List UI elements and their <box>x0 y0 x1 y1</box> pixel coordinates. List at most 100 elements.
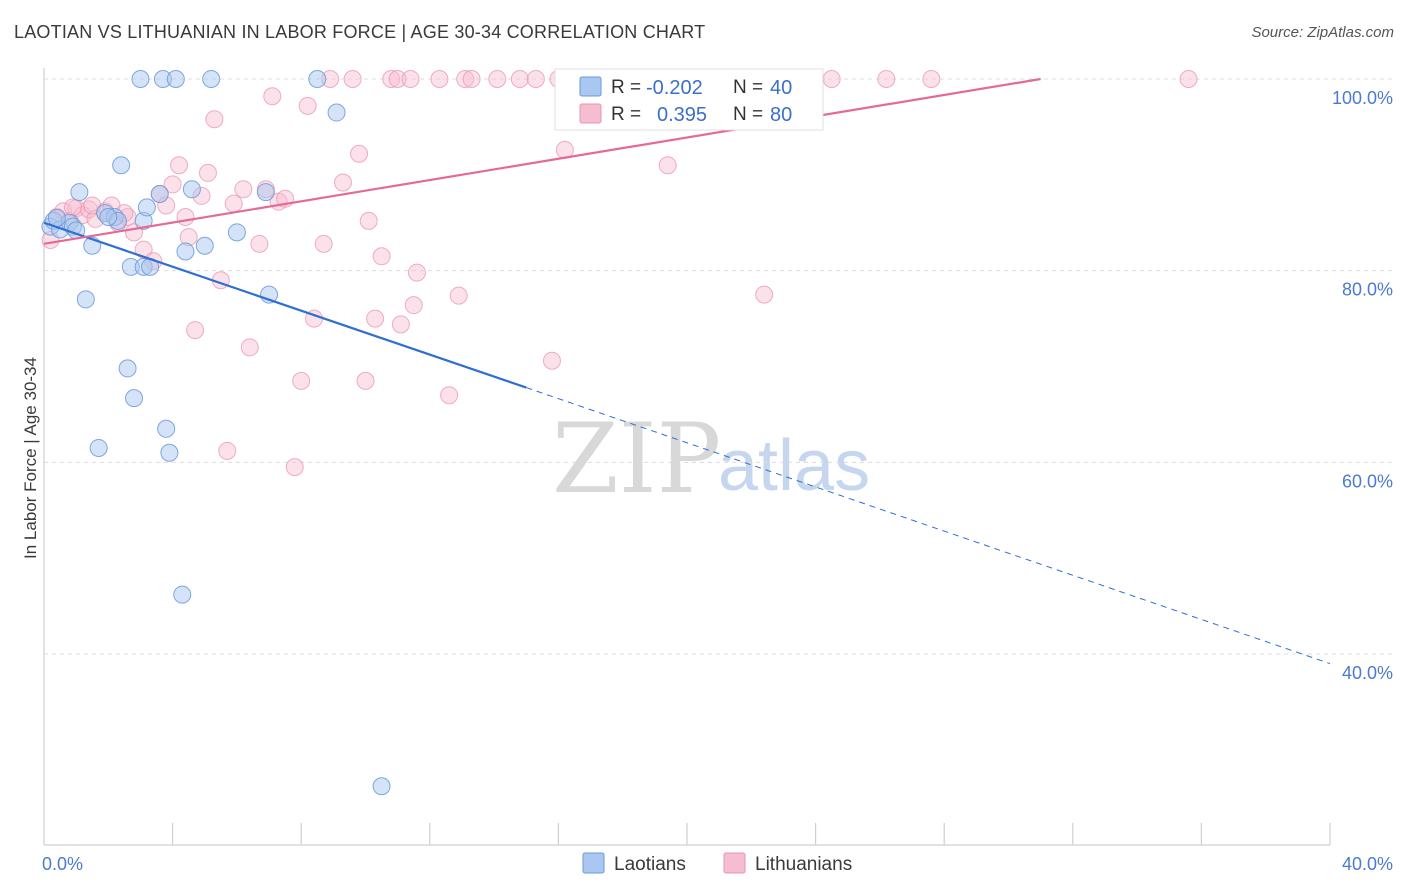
lithuanian-point <box>372 247 391 266</box>
lithuanian-point <box>263 87 282 106</box>
lithuanian-point <box>449 286 468 305</box>
laotian-point <box>327 103 346 122</box>
lithuanian-point <box>440 386 459 405</box>
laotian-point <box>160 443 179 462</box>
lithuanian-point <box>430 70 449 88</box>
lithuanian-point <box>163 175 182 194</box>
trend-lines <box>43 77 1331 665</box>
lithuanian-point <box>63 198 82 217</box>
x-tick-label-1: 40.0% <box>1342 854 1393 874</box>
lithuanian-point <box>922 70 941 88</box>
lithuanian-point <box>542 351 561 370</box>
y-axis-title: In Labor Force | Age 30-34 <box>21 357 40 559</box>
laotian-point <box>227 223 246 242</box>
lithuanian-point <box>401 70 420 88</box>
lithuanian-point <box>462 70 481 88</box>
lithuanian-swatch <box>579 103 602 124</box>
lithuanian-point <box>510 70 529 88</box>
y-tick-label-3: 40.0% <box>1342 663 1393 683</box>
lithuanian-point <box>250 234 269 253</box>
laotian-point <box>176 242 195 261</box>
laotian-point <box>118 359 137 378</box>
lithuanian-point <box>186 321 205 340</box>
laotian-point <box>166 70 185 88</box>
lithuanian-n-label: N = <box>733 104 763 125</box>
y-tick-label-1: 80.0% <box>1342 280 1393 300</box>
lithuanian-point <box>526 70 545 88</box>
lithuanian-point <box>822 70 841 88</box>
lithuanian-point <box>218 441 237 460</box>
chart-title: LAOTIAN VS LITHUANIAN IN LABOR FORCE | A… <box>14 22 706 42</box>
legend-laotians-swatch <box>582 852 605 874</box>
lithuanian-point <box>333 173 352 192</box>
x-tick-label-0: 0.0% <box>42 854 83 874</box>
lithuanian-point <box>224 194 243 213</box>
lithuanian-point <box>285 458 304 477</box>
y-tick-label-2: 60.0% <box>1342 471 1393 491</box>
laotian-n-value: 40 <box>770 77 792 99</box>
lithuanian-r-value: 0.395 <box>657 104 707 126</box>
laotian-point <box>202 70 221 88</box>
lithuanian-point <box>314 234 333 253</box>
lithuanian-point <box>234 180 253 199</box>
gridlines <box>44 78 1392 655</box>
laotian-point <box>137 198 156 217</box>
laotian-point <box>308 70 327 88</box>
lithuanian-point <box>755 285 774 304</box>
lithuanian-point <box>350 144 369 163</box>
axes: 100.0% 80.0% 60.0% 40.0% 0.0% 40.0% <box>42 68 1393 874</box>
lithuanian-point <box>391 315 410 334</box>
lithuanian-point <box>176 208 195 226</box>
source-label: Source: ZipAtlas.com <box>1251 24 1394 41</box>
lithuanian-point <box>292 371 311 390</box>
lithuanian-point <box>366 309 385 328</box>
laotian-point <box>372 777 391 796</box>
laotian-point <box>89 438 108 457</box>
laotian-point <box>47 208 66 227</box>
lithuanian-point <box>382 70 401 88</box>
laotian-point <box>173 585 192 604</box>
watermark-zip: ZIP <box>552 403 721 515</box>
laotian-r-value: -0.202 <box>646 77 703 99</box>
laotian-point <box>131 70 150 88</box>
laotian-trend-extension <box>526 387 1331 665</box>
lithuanian-point <box>456 70 475 88</box>
legend-lithuanians-label: Lithuanians <box>755 854 852 875</box>
lithuanian-point <box>1179 70 1198 88</box>
stats-legend: R = -0.202 N = 40 R = 0.395 N = 80 <box>554 68 824 131</box>
legend-laotians-label: Laotians <box>614 854 686 875</box>
lithuanian-point <box>404 296 423 315</box>
lithuanian-point <box>205 110 224 129</box>
lithuanian-point <box>343 70 362 88</box>
y-tick-label-0: 100.0% <box>1332 88 1393 108</box>
lithuanian-point <box>877 70 896 88</box>
laotian-r-label: R = <box>611 77 641 98</box>
lithuanian-point <box>240 338 259 357</box>
lithuanian-trend-line <box>43 77 1041 245</box>
lithuanian-point <box>658 156 677 175</box>
bottom-legend: Laotians Lithuanians <box>582 852 852 875</box>
laotian-point <box>182 180 201 199</box>
legend-lithuanians-swatch <box>723 852 746 874</box>
lithuanian-n-value: 80 <box>770 104 792 126</box>
laotian-point <box>99 208 118 226</box>
laotian-point <box>112 156 131 175</box>
lithuanian-point <box>298 96 317 115</box>
laotian-point <box>256 183 275 202</box>
lithuanian-point <box>170 156 189 175</box>
lithuanian-point <box>407 263 426 282</box>
laotian-point <box>150 185 169 203</box>
laotian-point <box>195 236 214 255</box>
laotian-swatch <box>579 76 602 97</box>
lithuanian-point <box>388 70 407 88</box>
lithuanian-r-label: R = <box>611 104 641 125</box>
laotian-point <box>157 419 176 438</box>
laotian-point <box>76 290 95 309</box>
lithuanian-point <box>198 163 217 182</box>
laotian-point <box>125 389 144 408</box>
laotian-point <box>70 183 89 202</box>
lithuanian-point <box>356 371 375 390</box>
laotian-trend-line <box>43 221 527 389</box>
lithuanian-point <box>359 211 378 230</box>
